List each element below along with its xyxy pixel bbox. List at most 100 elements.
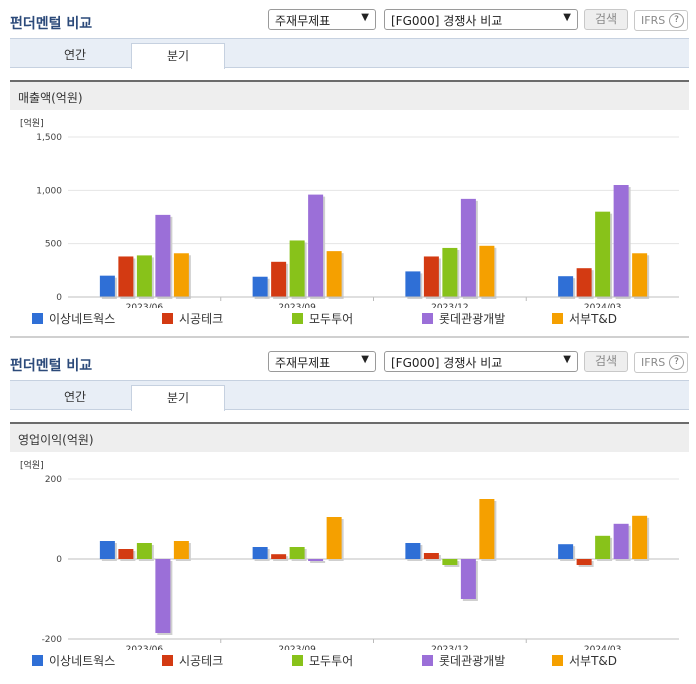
- bar: [423, 553, 439, 559]
- bar: [252, 547, 268, 559]
- legend-item: 서부T&D: [552, 652, 617, 669]
- tab-quarterly[interactable]: 분기: [131, 43, 225, 69]
- x-tick-label: 2023/12: [431, 303, 468, 308]
- bar: [155, 559, 171, 633]
- legend-item: 이상네트웍스: [32, 310, 115, 327]
- bar: [613, 523, 629, 559]
- legend-swatch: [552, 313, 563, 324]
- bar: [479, 245, 495, 297]
- bar: [99, 541, 115, 559]
- search-button[interactable]: 검색: [584, 351, 628, 372]
- tab-annual[interactable]: 연간: [63, 390, 87, 404]
- bar: [460, 559, 476, 599]
- legend-item: 롯데관광개발: [422, 652, 505, 669]
- bar: [136, 543, 152, 559]
- legend-item: 모두투어: [292, 310, 353, 327]
- fundamental-panel-revenue: 펀더멘털 비교 주재무제표 ▼ [FG000] 경쟁사 비교 ▼ 검색 IFRS…: [0, 9, 696, 338]
- legend-item: 시공테크: [162, 652, 223, 669]
- y-tick-label: 1,000: [36, 186, 62, 196]
- legend-swatch: [422, 313, 433, 324]
- bar: [289, 547, 305, 559]
- comparison-group-select[interactable]: [FG000] 경쟁사 비교 ▼: [384, 351, 578, 372]
- bar: [252, 276, 268, 297]
- y-tick-label: 500: [45, 240, 62, 250]
- legend-swatch: [162, 655, 173, 666]
- tab-annual[interactable]: 연간: [63, 48, 87, 62]
- section-title: 매출액(억원): [18, 91, 83, 105]
- legend-item: 모두투어: [292, 652, 353, 669]
- legend-item: 이상네트웍스: [32, 652, 115, 669]
- legend-swatch: [552, 655, 563, 666]
- legend-swatch: [292, 655, 303, 666]
- x-tick-label: 2023/06: [126, 303, 164, 308]
- bar: [99, 275, 115, 297]
- bar: [118, 549, 134, 559]
- bar: [289, 240, 305, 297]
- legend-label: 모두투어: [309, 312, 354, 326]
- bar: [595, 535, 611, 559]
- bar: [442, 247, 458, 297]
- help-icon: ?: [669, 355, 684, 370]
- legend-label: 이상네트웍스: [49, 654, 116, 668]
- x-tick-label: 2023/12: [431, 645, 468, 650]
- comparison-group-value: [FG000] 경쟁사 비교: [391, 14, 503, 28]
- y-tick-label: 1,500: [36, 133, 62, 143]
- chevron-down-icon: ▼: [361, 12, 369, 23]
- search-button[interactable]: 검색: [584, 9, 628, 30]
- legend-label: 서부T&D: [569, 654, 618, 668]
- x-tick-label: 2024/03: [584, 645, 621, 650]
- legend-swatch: [422, 655, 433, 666]
- statement-type-select[interactable]: 주재무제표 ▼: [268, 9, 376, 30]
- x-tick-label: 2024/03: [584, 303, 621, 308]
- bar: [558, 276, 574, 297]
- bar: [576, 268, 592, 297]
- bar: [423, 256, 439, 297]
- chevron-down-icon: ▼: [563, 354, 571, 365]
- bar: [326, 251, 342, 297]
- bar: [479, 499, 495, 559]
- statement-type-value: 주재무제표: [275, 14, 331, 28]
- section-title: 영업이익(억원): [18, 433, 94, 447]
- x-tick-label: 2023/09: [278, 303, 316, 308]
- bar: [271, 261, 287, 297]
- bar: [405, 543, 421, 559]
- statement-type-value: 주재무제표: [275, 356, 331, 370]
- unit-label: [억원]: [20, 459, 44, 471]
- x-tick-label: 2023/06: [126, 645, 164, 650]
- comparison-group-select[interactable]: [FG000] 경쟁사 비교 ▼: [384, 9, 578, 30]
- y-tick-label: 200: [45, 475, 62, 485]
- legend-item: 시공테크: [162, 310, 223, 327]
- period-tabs: 연간 분기: [10, 38, 689, 69]
- statement-type-select[interactable]: 주재무제표 ▼: [268, 351, 376, 372]
- bar: [173, 253, 189, 297]
- legend-swatch: [32, 313, 43, 324]
- chevron-down-icon: ▼: [563, 12, 571, 23]
- operating-profit-bar-chart: [억원] -200 0 200 2023/06 2023/09 2023/12 2024/03: [20, 459, 679, 650]
- legend-label: 롯데관광개발: [439, 654, 506, 668]
- chevron-down-icon: ▼: [361, 354, 369, 365]
- legend-swatch: [292, 313, 303, 324]
- bar: [460, 198, 476, 297]
- bar: [613, 185, 629, 297]
- section-header: 영업이익(억원): [10, 422, 689, 452]
- x-tick-label: 2023/09: [278, 645, 316, 650]
- revenue-bar-chart: [억원] 0 500 1,000 1,500 2023/06 2023/09 2023/12 2…: [20, 117, 679, 308]
- fundamental-panel-operating-profit: 펀더멘털 비교 주재무제표 ▼ [FG000] 경쟁사 비교 ▼ 검색 IFRS…: [0, 342, 696, 684]
- legend-label: 롯데관광개발: [439, 312, 506, 326]
- comparison-group-value: [FG000] 경쟁사 비교: [391, 356, 503, 370]
- tab-quarterly[interactable]: 분기: [131, 385, 225, 411]
- legend-label: 이상네트웍스: [49, 312, 116, 326]
- unit-label: [억원]: [20, 117, 44, 129]
- panel-title: 펀더멘털 비교: [10, 16, 93, 32]
- bar: [595, 211, 611, 297]
- legend-label: 서부T&D: [569, 312, 618, 326]
- legend-item: 서부T&D: [552, 310, 617, 327]
- chart-legend: 이상네트웍스 시공테크 모두투어 롯데관광개발 서부T&D: [0, 310, 696, 328]
- ifrs-button[interactable]: IFRS ?: [634, 352, 688, 373]
- bar: [173, 541, 189, 559]
- bar-shadow: [310, 561, 326, 563]
- ifrs-button[interactable]: IFRS ?: [634, 10, 688, 31]
- y-tick-label: -200: [42, 635, 63, 645]
- bar: [118, 256, 134, 297]
- bar: [405, 271, 421, 297]
